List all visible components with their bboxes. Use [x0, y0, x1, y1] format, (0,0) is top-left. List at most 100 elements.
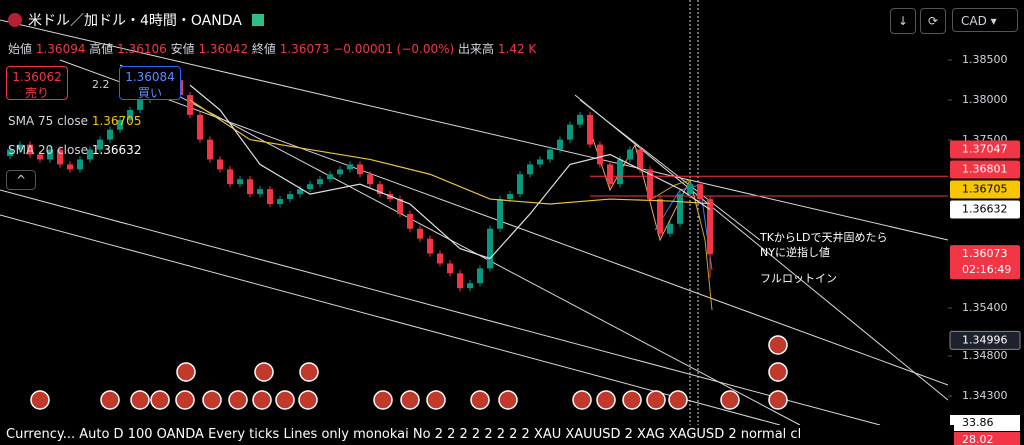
event-flag — [175, 390, 195, 410]
trend-line — [119, 64, 801, 426]
candle — [577, 111, 583, 128]
candle — [337, 166, 343, 178]
event-flag — [298, 390, 318, 410]
candle-body — [297, 189, 303, 195]
candle — [497, 195, 503, 232]
candle-body — [77, 159, 83, 170]
label: 出来高 — [458, 42, 495, 56]
refresh-button[interactable]: ⟳ — [920, 8, 946, 34]
candle-body — [317, 179, 323, 185]
event-flag — [596, 390, 616, 410]
sma-line — [189, 84, 711, 260]
candle — [37, 151, 43, 163]
candle — [517, 171, 523, 198]
candle-body — [7, 149, 13, 157]
annotation: フルロットイン — [760, 272, 837, 285]
event-flag — [470, 390, 490, 410]
candle — [617, 156, 623, 188]
value: 1.36106 — [117, 42, 167, 56]
candle-body — [687, 184, 693, 195]
event-flag — [668, 390, 688, 410]
candle-body — [287, 194, 293, 200]
candle — [687, 180, 693, 198]
candle-body — [57, 149, 63, 165]
trend-lines — [0, 0, 949, 426]
candle-body — [677, 194, 683, 224]
candle-body — [217, 159, 223, 170]
event-flag — [400, 390, 420, 410]
indicator-label: 33.86 — [962, 416, 994, 429]
pattern-line — [654, 184, 713, 271]
ohlc-legend: 始値 1.36094 高値 1.36106 安値 1.36042 終値 1.36… — [8, 40, 536, 57]
y-tick-label: 1.38500 — [962, 53, 1008, 66]
sell-price: 1.36062 — [12, 70, 62, 84]
event-flag — [622, 390, 642, 410]
event-flag — [150, 390, 170, 410]
candle — [457, 270, 463, 292]
candle — [427, 235, 433, 257]
candle — [417, 225, 423, 242]
candle-body — [457, 273, 463, 289]
price-label: 1.36073 — [962, 247, 1008, 260]
candle-body — [227, 169, 233, 185]
candle-body — [127, 109, 133, 120]
candle — [207, 136, 213, 163]
candle-body — [187, 95, 193, 115]
price-label: 1.36632 — [962, 202, 1008, 215]
chart-title: 米ドル／加ドル・4時間・OANDA — [8, 10, 265, 30]
candle-body — [367, 174, 373, 185]
value: −0.00001 (−0.00%) — [333, 42, 455, 56]
candle-body — [517, 174, 523, 195]
indicator-legend: SMA 75 close 1.36705 — [8, 114, 141, 128]
indicator-name: SMA 75 close — [8, 114, 88, 128]
annotation: NYに逆指し値 — [760, 245, 830, 259]
candle-body — [547, 149, 553, 160]
indicator-label-bg — [950, 415, 1020, 431]
candle — [697, 180, 703, 203]
candle-body — [337, 169, 343, 175]
candle — [57, 146, 63, 168]
sell-button[interactable]: 1.36062 売り — [6, 66, 68, 100]
candle — [347, 161, 353, 173]
candle-body — [347, 164, 353, 170]
candle — [567, 121, 573, 143]
candle — [247, 176, 253, 198]
buy-button[interactable]: 1.36084 買い — [119, 66, 181, 100]
indicator-name: SMA 20 close — [8, 143, 88, 157]
candle-body — [647, 169, 653, 200]
candle-body — [697, 184, 703, 200]
candle — [407, 210, 413, 232]
candle — [257, 185, 263, 198]
download-button[interactable]: ↓ — [890, 8, 916, 34]
event-flag — [498, 390, 518, 410]
candle — [637, 146, 643, 173]
candle-body — [407, 213, 413, 229]
event-flag — [176, 362, 196, 382]
event-flag — [768, 335, 788, 355]
event-flag — [426, 390, 446, 410]
sma-line — [189, 99, 711, 205]
countdown: 02:16:49 — [962, 263, 1011, 276]
candle-body — [97, 139, 103, 150]
candle — [327, 171, 333, 183]
candle — [357, 161, 363, 178]
spread: 2.2 — [92, 78, 110, 91]
flag-icon — [8, 13, 22, 27]
candle-body — [277, 199, 283, 205]
candle-body — [657, 199, 663, 234]
collapse-button[interactable]: ^ — [6, 170, 36, 190]
candle — [647, 166, 653, 203]
candle-body — [437, 253, 443, 264]
indicator-bar: Currency... Auto D 100 OANDA Every ticks… — [0, 425, 954, 445]
value: 1.42 K — [497, 42, 537, 56]
currency: CAD — [961, 14, 987, 28]
price-label: 1.36705 — [962, 182, 1008, 195]
event-flag — [275, 390, 295, 410]
candle-body — [487, 228, 493, 269]
candle — [447, 260, 453, 277]
currency-select[interactable]: CAD ▾ — [952, 8, 1018, 32]
y-tick-label: 1.35400 — [962, 301, 1008, 314]
event-flag — [252, 390, 272, 410]
label: 安値 — [170, 42, 195, 56]
candle — [107, 126, 113, 143]
